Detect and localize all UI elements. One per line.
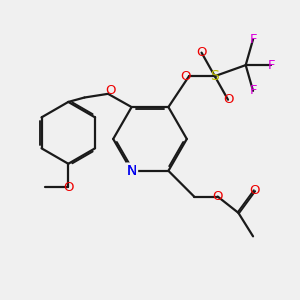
Text: O: O xyxy=(63,181,74,194)
Text: F: F xyxy=(249,33,257,46)
Text: O: O xyxy=(223,93,233,106)
Text: O: O xyxy=(180,70,190,83)
Text: S: S xyxy=(210,69,219,83)
Text: N: N xyxy=(126,164,137,178)
Text: O: O xyxy=(249,184,260,197)
Text: O: O xyxy=(212,190,223,203)
Text: O: O xyxy=(196,46,207,59)
Text: O: O xyxy=(106,84,116,97)
Text: F: F xyxy=(268,58,275,72)
Text: N: N xyxy=(126,164,137,178)
Text: F: F xyxy=(249,84,257,98)
